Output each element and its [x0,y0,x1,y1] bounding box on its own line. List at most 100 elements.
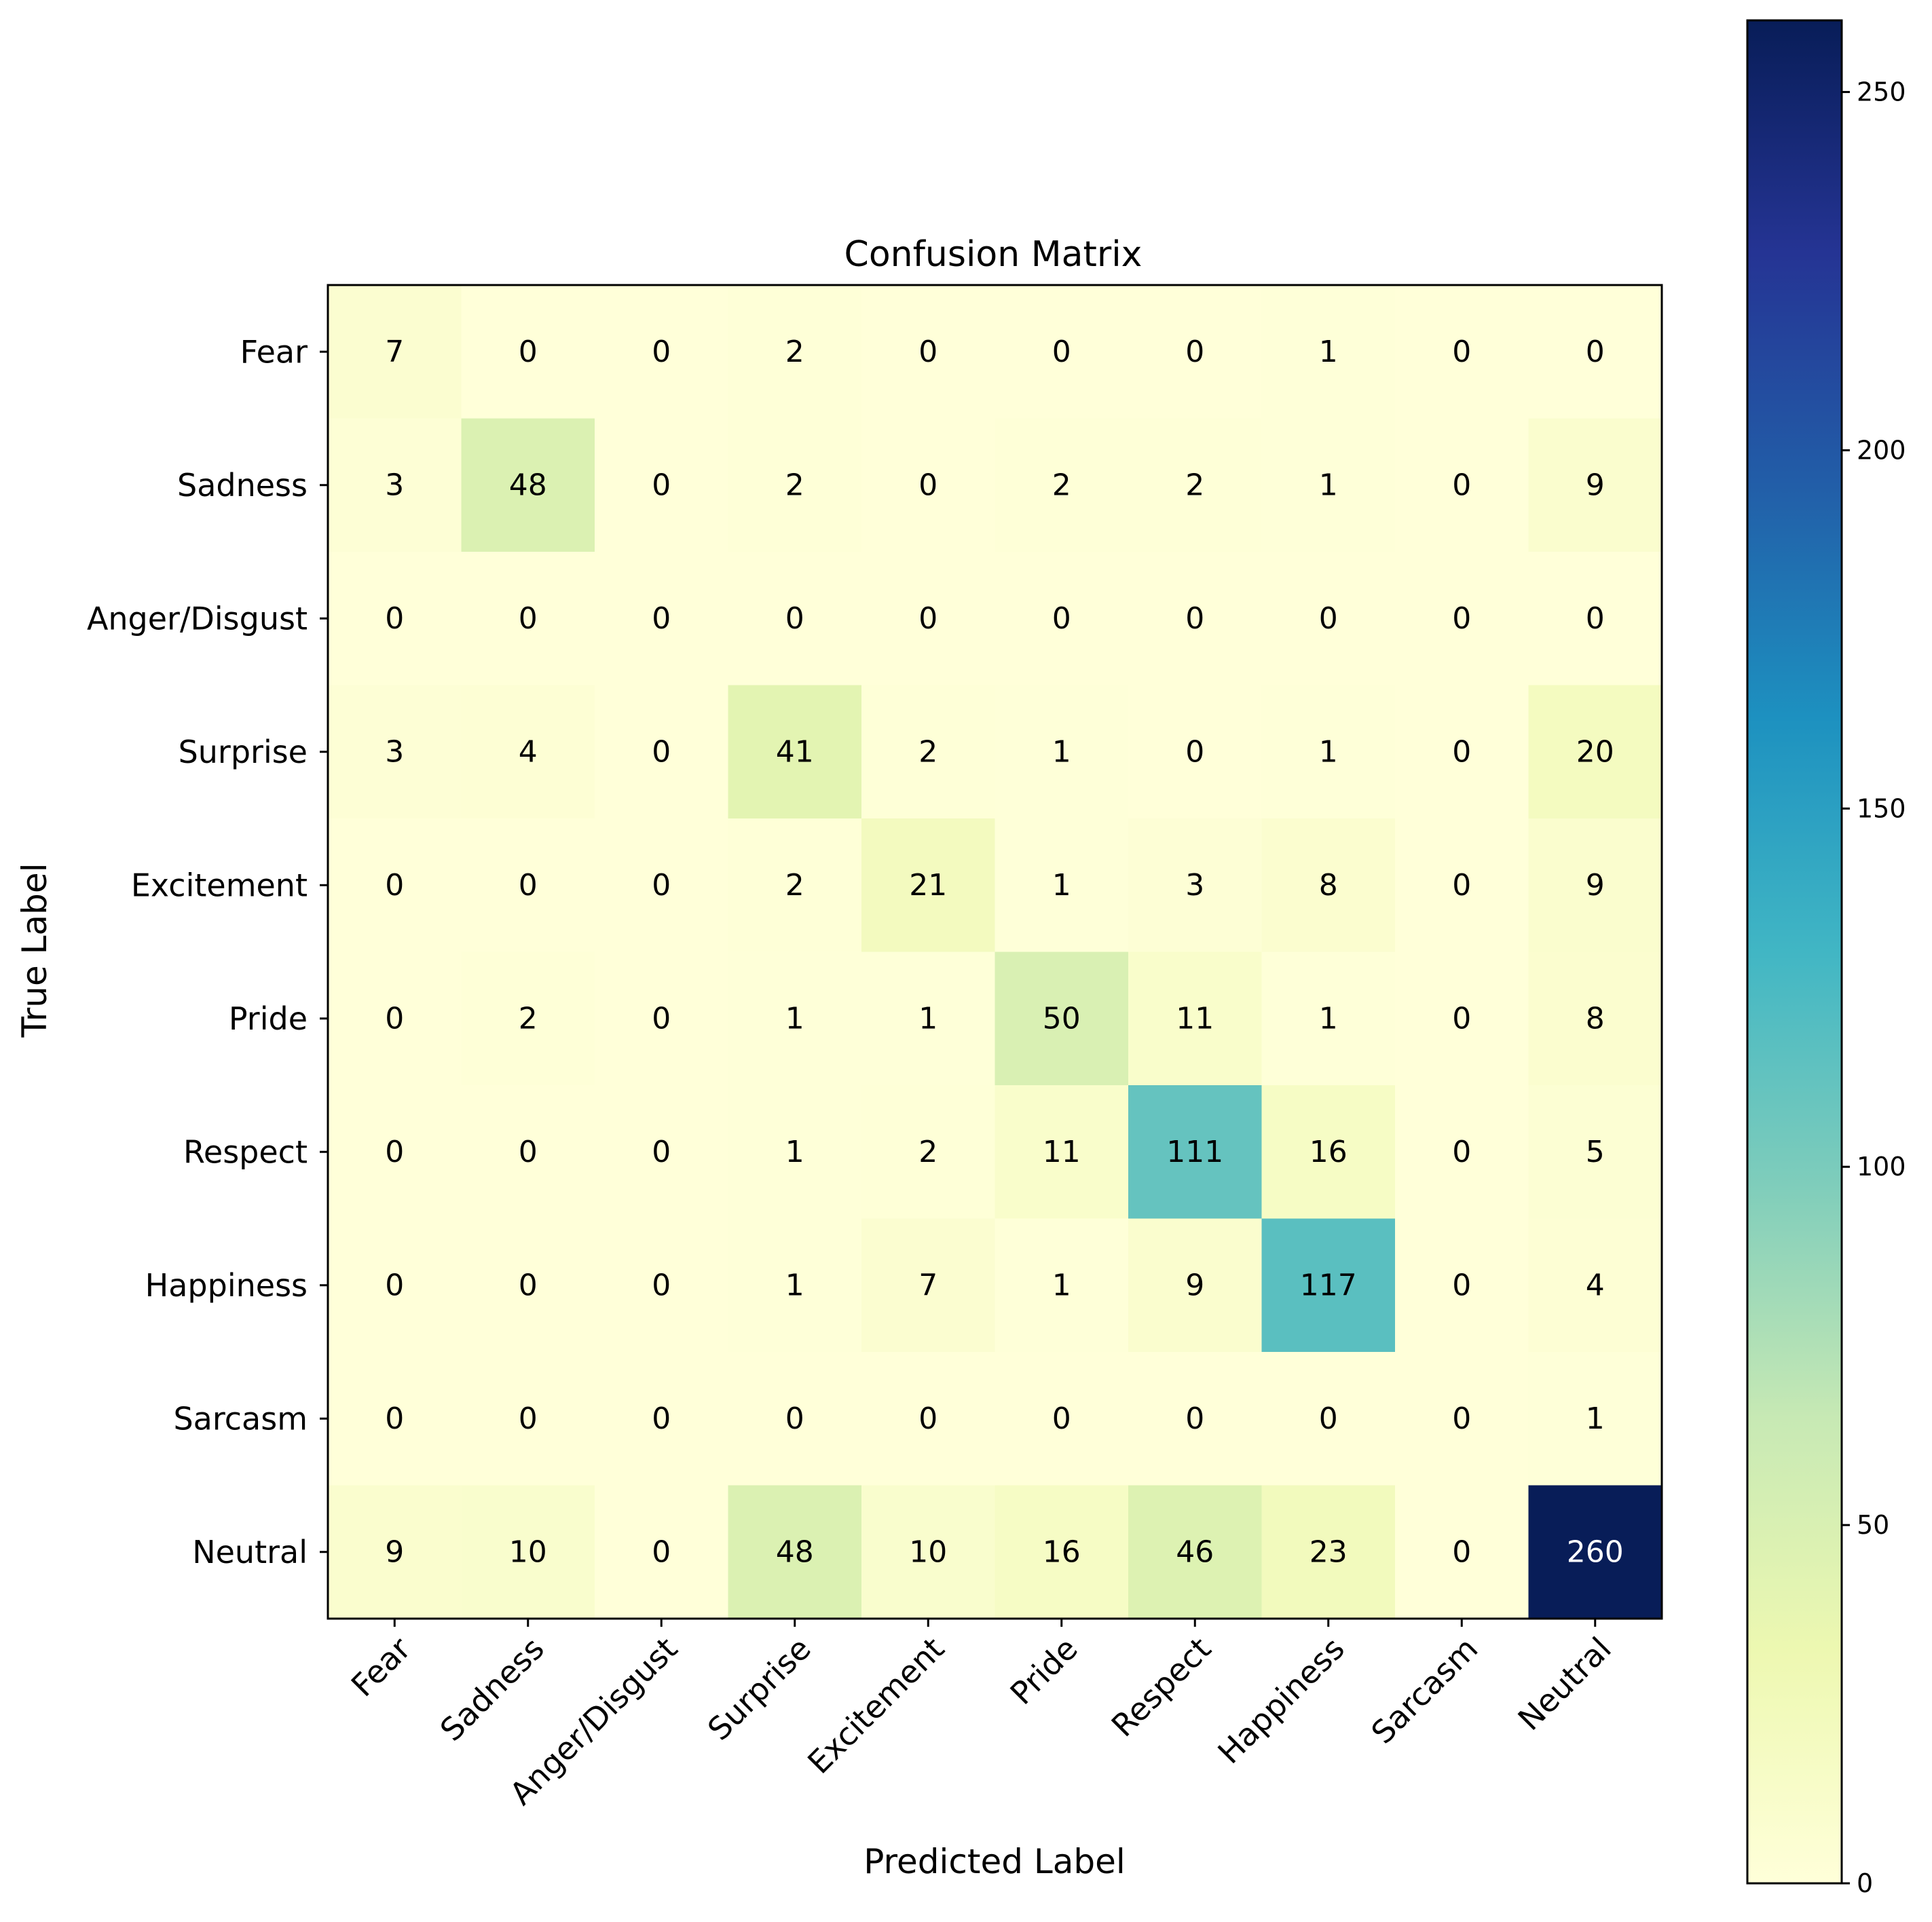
x-tick-label-sarcasm: Sarcasm [1364,1630,1485,1751]
cell-value: 0 [1185,1401,1204,1436]
cell-fear-pride [995,285,1129,419]
x-tick-label-neutral: Neutral [1511,1630,1618,1737]
cell-sarcasm-fear [328,1352,462,1486]
cell-neutral-sarcasm [1395,1485,1529,1619]
cell-value: 1 [1052,1268,1071,1302]
cell-value: 0 [1586,335,1605,369]
y-tick-label-respect: Respect [183,1133,308,1170]
cell-respect-respect [1128,1085,1263,1220]
cell-happiness-fear [328,1218,462,1353]
cell-value: 0 [1052,1401,1071,1436]
y-tick-label-anger-disgust: Anger/Disgust [87,600,308,637]
cell-sadness-sadness [461,418,595,552]
x-tick-label-fear: Fear [344,1630,417,1703]
y-axis-label: True Label [15,863,54,1038]
colorbar-tick-label: 100 [1857,1152,1906,1182]
cell-value: 0 [1586,601,1605,636]
cell-value: 0 [1185,335,1204,369]
cell-fear-sadness [461,285,595,419]
cell-value: 1 [785,1268,804,1302]
cell-excitement-excitement [861,818,996,953]
cell-value: 0 [652,468,671,502]
cell-sarcasm-happiness [1261,1352,1396,1486]
cell-sadness-fear [328,418,462,552]
cell-value: 0 [785,601,804,636]
cell-value: 2 [785,468,804,502]
cell-pride-pride [995,951,1129,1086]
cell-happiness-sadness [461,1218,595,1353]
cell-pride-neutral [1528,951,1662,1086]
cell-value: 0 [1452,1401,1471,1436]
cell-fear-fear [328,285,462,419]
cell-value: 1 [1319,734,1338,769]
cell-value: 2 [785,868,804,903]
y-tick-label-fear: Fear [240,333,308,370]
cell-happiness-pride [995,1218,1129,1353]
cell-anger-disgust-sadness [461,552,595,686]
cell-value: 41 [776,734,814,769]
cell-anger-disgust-sarcasm [1395,552,1529,686]
cell-sadness-surprise [728,418,862,552]
cell-value: 2 [785,335,804,369]
cell-value: 0 [385,1268,404,1302]
cell-neutral-anger-disgust [595,1485,729,1619]
cell-value: 11 [1043,1135,1081,1169]
y-axis-ticks: Fear Sadness Anger/Disgust Surprise Exciteme… [87,333,328,1570]
cell-happiness-anger-disgust [595,1218,729,1353]
cell-pride-sadness [461,951,595,1086]
cell-surprise-anger-disgust [595,685,729,819]
cell-value: 2 [1052,468,1071,502]
cell-surprise-sarcasm [1395,685,1529,819]
cell-anger-disgust-surprise [728,552,862,686]
cell-sadness-pride [995,418,1129,552]
cell-happiness-surprise [728,1218,862,1353]
cell-sadness-sarcasm [1395,418,1529,552]
cell-happiness-sarcasm [1395,1218,1529,1353]
cell-excitement-anger-disgust [595,818,729,953]
cell-respect-happiness [1261,1085,1396,1220]
cell-value: 0 [519,601,538,636]
cell-value: 21 [909,868,947,903]
cell-neutral-neutral [1528,1485,1662,1619]
cell-pride-fear [328,951,462,1086]
y-tick-label-pride: Pride [229,1000,308,1037]
cell-anger-disgust-respect [1128,552,1263,686]
cell-value: 9 [1586,868,1605,903]
cell-value: 0 [519,1268,538,1302]
x-tick-label-excitement: Excitement [800,1630,951,1781]
x-tick-label-surprise: Surprise [701,1630,818,1748]
cell-neutral-surprise [728,1485,862,1619]
cell-value: 4 [519,734,538,769]
cell-anger-disgust-happiness [1261,552,1396,686]
cell-value: 20 [1576,734,1614,769]
cell-value: 2 [918,1135,937,1169]
cell-value: 0 [385,1001,404,1036]
cell-pride-respect [1128,951,1263,1086]
cell-value: 0 [652,1268,671,1302]
cell-value: 0 [785,1401,804,1436]
cell-excitement-pride [995,818,1129,953]
cell-sarcasm-pride [995,1352,1129,1486]
cell-value: 4 [1586,1268,1605,1302]
cell-value: 0 [1052,601,1071,636]
cell-value: 0 [652,601,671,636]
cell-pride-anger-disgust [595,951,729,1086]
cell-neutral-sadness [461,1485,595,1619]
cell-value: 0 [385,1135,404,1169]
cell-surprise-sadness [461,685,595,819]
cell-sadness-anger-disgust [595,418,729,552]
cell-neutral-excitement [861,1485,996,1619]
y-tick-label-surprise: Surprise [179,734,308,770]
cell-anger-disgust-excitement [861,552,996,686]
cell-sarcasm-anger-disgust [595,1352,729,1486]
cell-value: 10 [509,1534,547,1569]
x-tick-label-sadness: Sadness [433,1630,551,1748]
cell-value: 1 [1586,1401,1605,1436]
cell-value: 0 [385,868,404,903]
x-tick-label-pride: Pride [1003,1630,1085,1712]
cell-value: 0 [1185,734,1204,769]
cell-respect-anger-disgust [595,1085,729,1220]
cell-value: 0 [918,601,937,636]
cell-fear-neutral [1528,285,1662,419]
